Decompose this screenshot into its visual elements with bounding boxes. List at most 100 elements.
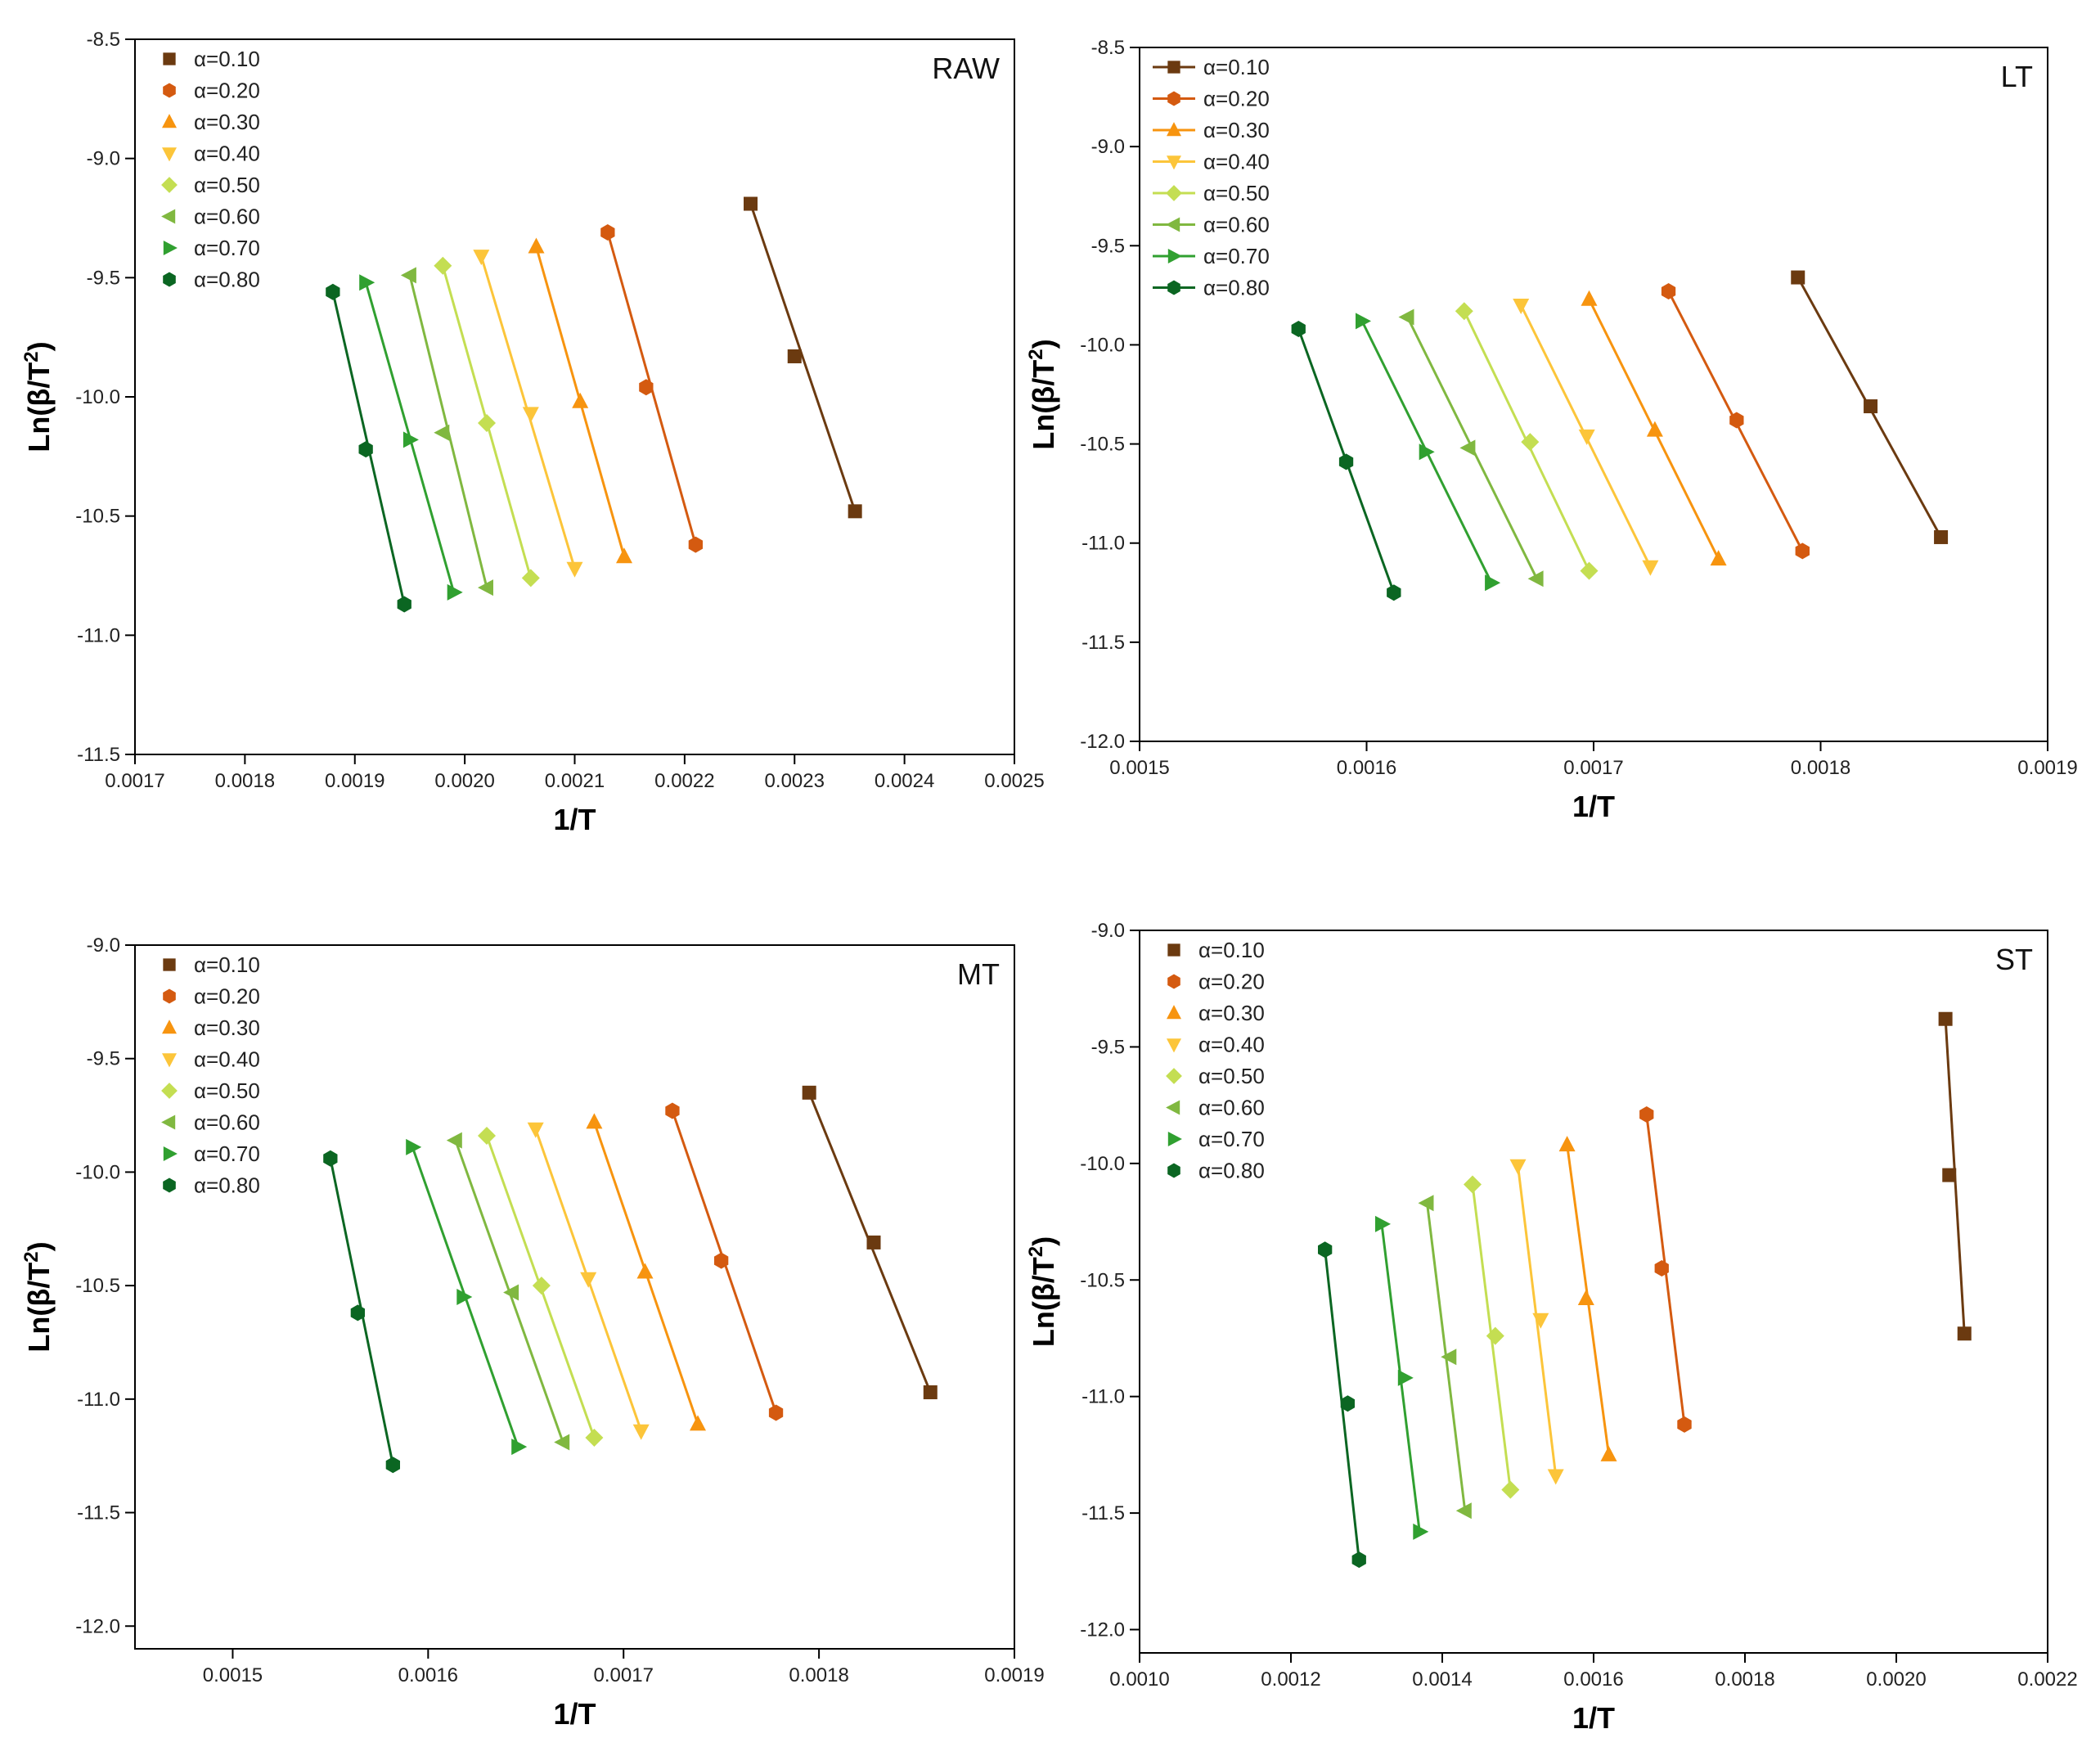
fit-line	[749, 203, 857, 512]
series-8	[323, 1150, 400, 1474]
data-point	[434, 424, 450, 441]
data-point	[1646, 421, 1663, 437]
data-point	[1577, 1290, 1594, 1305]
y-tick-label: -8.5	[1091, 37, 1125, 59]
y-tick-label: -12.0	[75, 1615, 120, 1637]
data-point	[1934, 529, 1949, 544]
x-tick-label: 0.0012	[1261, 1668, 1320, 1691]
legend-label: α=0.60	[194, 1110, 260, 1135]
data-point	[580, 1272, 597, 1288]
data-point	[1527, 570, 1544, 588]
legend-marker	[162, 1020, 177, 1034]
data-point	[1455, 1502, 1472, 1520]
series-6	[1418, 1195, 1472, 1520]
y-axis-title: Ln(β/T2)	[1025, 1236, 1060, 1347]
y-tick-label: -10.5	[75, 506, 120, 528]
legend-label: α=0.80	[194, 1173, 260, 1198]
data-point	[1558, 1136, 1576, 1152]
panel-st: 0.0010 0.0012 0.0014 0.0016 0.0018 0.0020 0.00…	[1025, 920, 2078, 1735]
legend-marker	[1166, 185, 1182, 201]
x-tick-label: 0.0023	[765, 770, 825, 792]
x-tick-label: 0.0015	[1109, 757, 1169, 779]
data-point	[665, 1102, 680, 1119]
data-point	[688, 536, 703, 553]
y-tick-label: -11.0	[77, 624, 120, 646]
data-point	[397, 596, 411, 613]
data-point	[527, 1122, 544, 1138]
panel-label: LT	[2001, 60, 2033, 93]
legend-label: α=0.10	[194, 47, 260, 71]
data-point	[866, 1235, 881, 1249]
data-point	[1513, 299, 1530, 314]
data-point	[616, 547, 632, 564]
data-point	[326, 283, 340, 300]
legend-label: α=0.20	[194, 79, 260, 103]
data-point	[478, 579, 493, 597]
x-tick-label: 0.0018	[1791, 757, 1850, 779]
y-tick-label: -9.0	[1091, 136, 1125, 158]
series-3	[1581, 290, 1727, 566]
x-tick-label: 0.0010	[1109, 1668, 1169, 1691]
data-point	[522, 407, 539, 423]
x-tick-label: 0.0015	[203, 1664, 263, 1686]
legend-marker	[163, 988, 176, 1004]
plot-frame	[1139, 930, 2048, 1654]
legend-marker	[163, 83, 176, 98]
data-point	[1486, 1326, 1504, 1345]
legend-marker	[1166, 217, 1180, 232]
y-tick-label: -11.5	[77, 1502, 120, 1524]
data-point	[1729, 412, 1744, 429]
y-tick-label: -11.0	[77, 1389, 120, 1411]
series-6	[400, 267, 493, 597]
data-point	[1580, 561, 1599, 580]
x-tick-label: 0.0022	[654, 770, 714, 792]
data-point	[1340, 1395, 1355, 1412]
legend-label: α=0.60	[194, 205, 260, 229]
series-5	[1455, 302, 1599, 580]
legend-marker	[162, 1053, 177, 1068]
data-point	[802, 1085, 816, 1100]
data-point	[1639, 1106, 1654, 1123]
legend-label: α=0.50	[194, 173, 260, 197]
data-point	[446, 1132, 462, 1149]
series-3	[1558, 1136, 1617, 1461]
data-point	[478, 414, 496, 432]
series-1	[802, 1085, 938, 1400]
x-tick-label: 0.0016	[1337, 757, 1396, 779]
x-tick-label: 0.0019	[984, 1664, 1044, 1686]
data-point	[923, 1385, 938, 1400]
legend-marker	[161, 209, 176, 224]
legend-marker	[1166, 1068, 1182, 1084]
data-point	[744, 196, 758, 211]
legend-label: α=0.50	[194, 1078, 260, 1103]
legend-label: α=0.70	[194, 236, 260, 260]
x-tick-label: 0.0025	[984, 770, 1044, 792]
y-tick-label: -10.5	[1080, 1269, 1125, 1291]
data-point	[1864, 399, 1878, 414]
legend-label: α=0.50	[1203, 181, 1270, 205]
legend-marker	[1167, 974, 1180, 989]
x-axis-title: 1/T	[553, 1697, 596, 1731]
data-point	[1509, 1159, 1527, 1175]
legend-marker	[1167, 1038, 1181, 1053]
data-point	[1441, 1349, 1457, 1366]
legend-label: α=0.70	[1203, 244, 1270, 268]
data-point	[1418, 1195, 1434, 1212]
x-tick-label: 0.0018	[1715, 1668, 1774, 1691]
legend-label: α=0.60	[1203, 213, 1270, 237]
legend-marker	[161, 1083, 178, 1099]
data-point	[566, 561, 583, 578]
legend-marker	[163, 272, 176, 287]
legend-marker	[1167, 122, 1181, 137]
legend-marker	[1167, 61, 1180, 74]
series-7	[406, 1138, 528, 1456]
data-point	[1677, 1416, 1692, 1433]
series-1	[1938, 1011, 1972, 1341]
x-tick-label: 0.0014	[1412, 1668, 1472, 1691]
x-tick-label: 0.0017	[594, 1664, 654, 1686]
legend-marker	[163, 1146, 178, 1161]
data-point	[554, 1434, 570, 1451]
data-point	[1398, 308, 1414, 326]
y-tick-label: -10.0	[1080, 334, 1125, 356]
legend-marker	[1167, 1163, 1180, 1178]
